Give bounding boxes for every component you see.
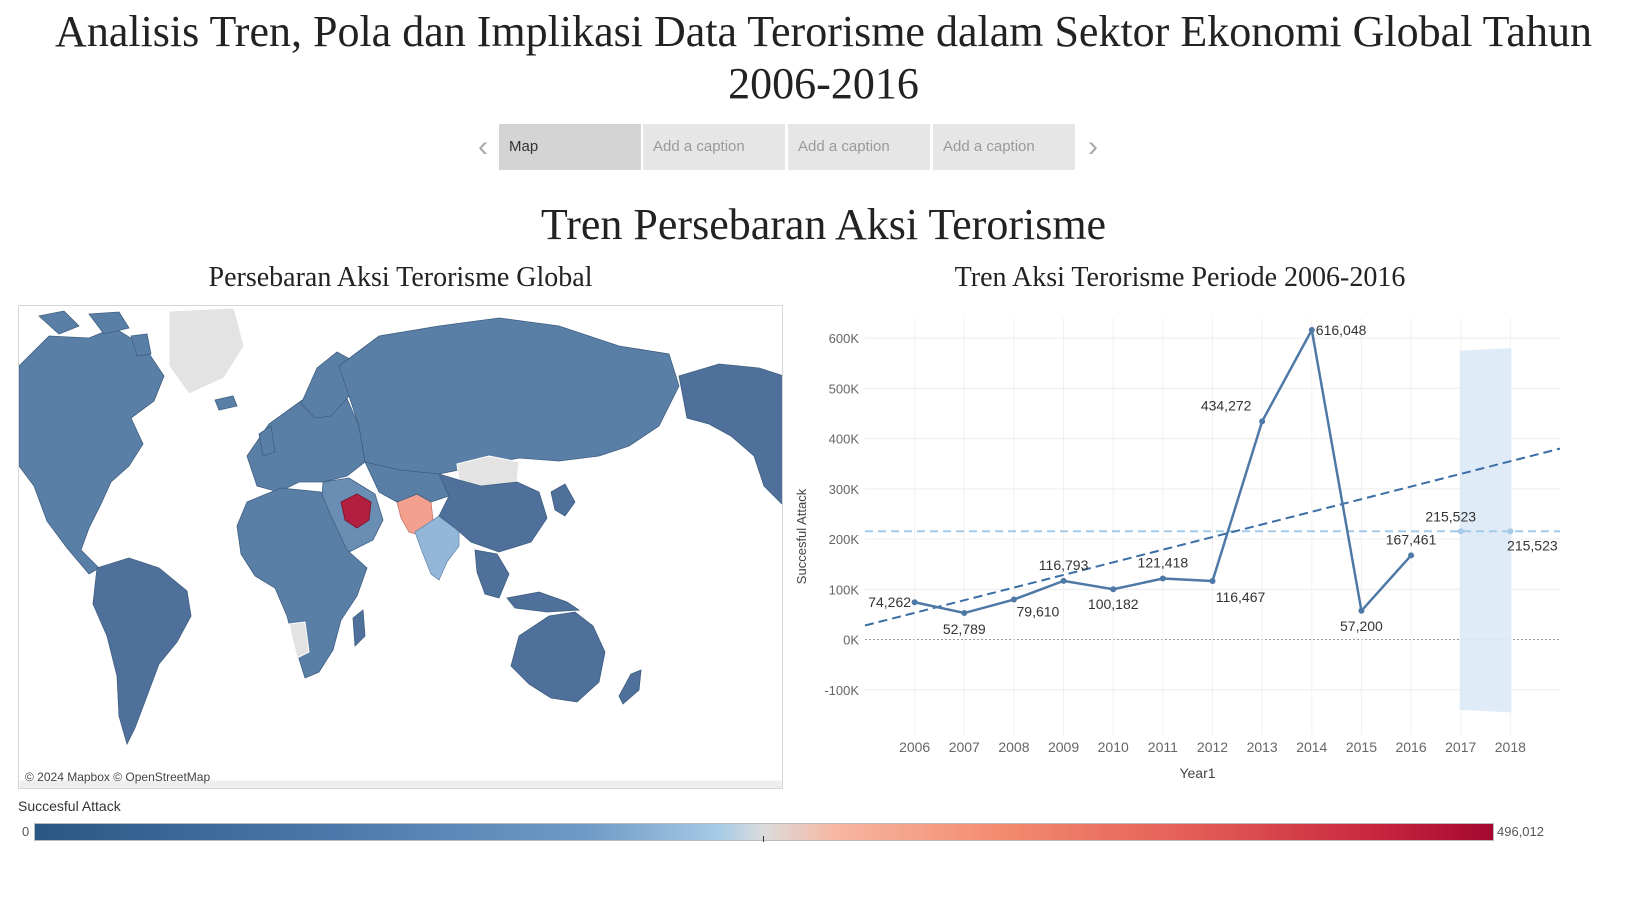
story-navigator: ‹ Map Add a caption Add a caption Add a … [472, 124, 1112, 170]
north-america-east-edge[interactable] [678, 363, 783, 506]
story-tab-caption[interactable]: Add a caption [788, 124, 930, 170]
forecast-confidence-band [1459, 348, 1512, 713]
y-axis-title: Succesful Attack [794, 488, 809, 584]
chart-axes: -100K 0K 100K 200K 300K 400K 500K 600K 2006 2007 2… [794, 331, 1526, 781]
iraq[interactable] [340, 493, 372, 529]
data-point [1110, 586, 1117, 593]
y-tick-label: 100K [829, 582, 860, 597]
x-tick-label: 2014 [1296, 739, 1327, 755]
trend-line [864, 447, 1561, 627]
y-tick-label: 300K [829, 482, 860, 497]
y-tick-label: 0K [843, 633, 859, 648]
previous-story-point-button[interactable]: ‹ [472, 132, 494, 162]
north-america[interactable] [19, 327, 165, 575]
color-legend-bar[interactable] [34, 823, 1494, 841]
x-tick-label: 2011 [1148, 739, 1178, 755]
story-tab-map[interactable]: Map [499, 124, 641, 170]
forecast-band [1459, 348, 1512, 713]
iceland[interactable] [214, 395, 238, 411]
next-story-point-button[interactable]: › [1082, 132, 1104, 162]
legend-title: Succesful Attack [18, 798, 121, 814]
x-tick-label: 2012 [1197, 739, 1228, 755]
data-point [1259, 418, 1266, 425]
forecast-point [1507, 528, 1514, 535]
x-tick-label: 2016 [1395, 739, 1426, 755]
data-label: 167,461 [1386, 531, 1437, 547]
y-tick-label: 600K [829, 331, 860, 346]
russia[interactable] [338, 317, 680, 475]
data-point [1010, 596, 1017, 603]
world-map[interactable]: © 2024 Mapbox © OpenStreetMap [18, 305, 783, 789]
data-label: 57,200 [1340, 618, 1383, 634]
x-tick-label: 2013 [1247, 739, 1278, 755]
x-tick-label: 2009 [1048, 739, 1079, 755]
data-point [1209, 578, 1216, 585]
china[interactable] [438, 473, 548, 553]
data-label: 434,272 [1201, 397, 1252, 413]
data-label: 100,182 [1088, 596, 1139, 612]
y-tick-label: 200K [829, 532, 860, 547]
data-label: 74,262 [868, 594, 911, 610]
x-tick-label: 2015 [1346, 739, 1377, 755]
trend-line-chart[interactable]: 74,262 52,789 79,610 116,793 100,182 121,418 1… [790, 300, 1570, 792]
madagascar[interactable] [352, 609, 366, 647]
data-point [1060, 577, 1067, 584]
story-tab-caption[interactable]: Add a caption [643, 124, 785, 170]
data-point [911, 599, 918, 606]
africa[interactable] [236, 487, 368, 679]
greenland[interactable] [168, 307, 245, 395]
page-title: Analisis Tren, Pola dan Implikasi Data T… [55, 7, 1592, 108]
legend-max-label: 496,012 [1497, 824, 1544, 839]
forecast-label: 215,523 [1425, 508, 1476, 524]
x-tick-label: 2006 [899, 739, 930, 755]
dashboard-title: Tren Persebaran Aksi Terorisme [540, 200, 1107, 249]
antarctica[interactable] [19, 779, 783, 789]
canada-islands[interactable] [38, 310, 152, 357]
southeast-asia[interactable] [474, 549, 581, 613]
map-canvas [19, 307, 783, 789]
y-tick-label: -100K [824, 683, 859, 698]
namibia[interactable] [288, 621, 310, 659]
central-asia[interactable] [364, 461, 450, 503]
map-attribution: © 2024 Mapbox © OpenStreetMap [25, 770, 211, 784]
data-point [1408, 552, 1415, 559]
data-point [1358, 607, 1365, 614]
forecast-label: 215,523 [1507, 537, 1558, 553]
y-tick-label: 500K [829, 381, 860, 396]
x-tick-label: 2018 [1495, 739, 1526, 755]
data-label: 116,467 [1216, 589, 1266, 605]
x-tick-label: 2010 [1098, 739, 1129, 755]
chart-grid [865, 318, 1560, 735]
trend-line-path [864, 447, 1561, 627]
chevron-right-icon: › [1088, 130, 1098, 163]
story-tab-caption[interactable]: Add a caption [933, 124, 1075, 170]
legend-min-label: 0 [22, 824, 30, 839]
forecast-point [1457, 528, 1464, 535]
legend-center-tick [763, 836, 764, 842]
data-label: 121,418 [1138, 555, 1189, 571]
data-point [1159, 575, 1166, 582]
south-america[interactable] [92, 557, 192, 746]
data-point [1308, 327, 1315, 334]
data-points [911, 327, 1514, 617]
australia[interactable] [510, 611, 606, 703]
data-labels: 74,262 52,789 79,610 116,793 100,182 121,418 1… [868, 322, 1558, 637]
data-label: 52,789 [943, 621, 986, 637]
x-tick-label: 2017 [1445, 739, 1476, 755]
new-zealand[interactable] [618, 669, 642, 705]
x-tick-label: 2007 [949, 739, 980, 755]
uk[interactable] [258, 425, 276, 457]
y-tick-label: 400K [829, 432, 860, 447]
japan-korea[interactable] [550, 483, 576, 517]
map-title: Persebaran Aksi Terorisme Global [208, 262, 593, 293]
data-point [961, 610, 968, 617]
chevron-left-icon: ‹ [478, 130, 488, 163]
chart-title: Tren Aksi Terorisme Periode 2006-2016 [954, 262, 1406, 293]
x-axis-title: Year1 [1179, 765, 1215, 781]
data-label: 79,610 [1017, 604, 1060, 620]
data-label: 616,048 [1316, 322, 1367, 338]
x-tick-label: 2008 [998, 739, 1029, 755]
data-label: 116,793 [1039, 557, 1089, 573]
